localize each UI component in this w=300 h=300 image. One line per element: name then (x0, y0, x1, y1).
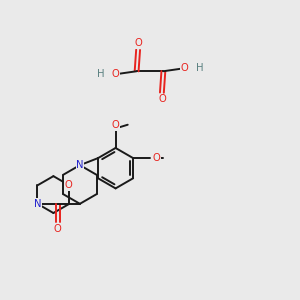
Text: H: H (97, 69, 104, 79)
Text: H: H (196, 63, 203, 73)
Text: N: N (34, 199, 42, 209)
Text: O: O (65, 180, 73, 190)
Text: O: O (158, 94, 166, 104)
Text: O: O (181, 63, 189, 73)
Text: O: O (54, 224, 61, 233)
Text: N: N (76, 160, 84, 170)
Text: O: O (134, 38, 142, 48)
Text: O: O (111, 69, 119, 79)
Text: O: O (152, 153, 160, 163)
Text: O: O (112, 120, 119, 130)
